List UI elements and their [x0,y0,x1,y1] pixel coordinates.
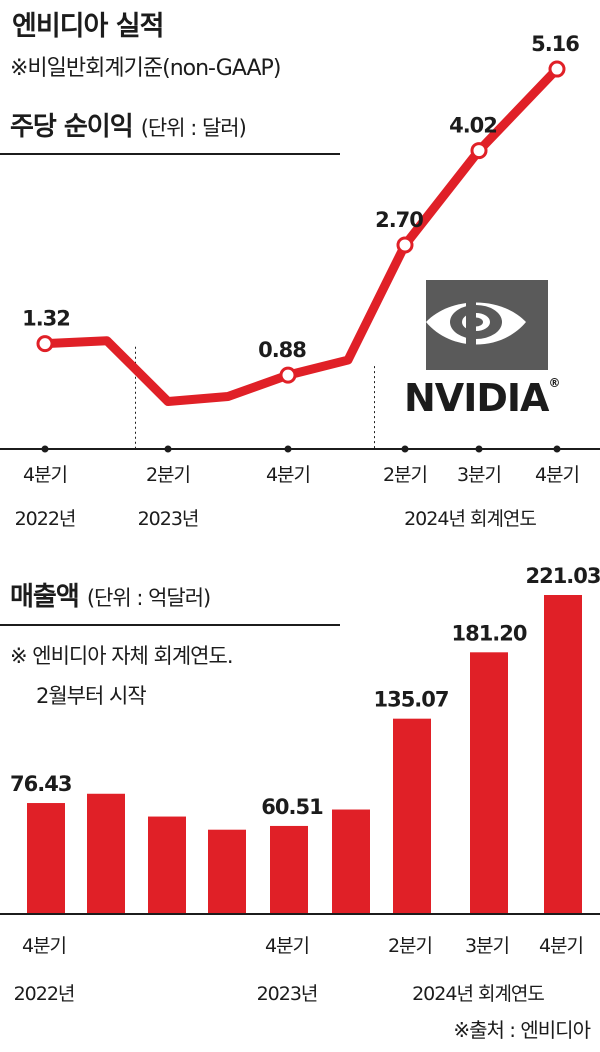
eps-tick-dot [401,445,409,453]
revenue-year-label: 2022년 [14,983,75,1005]
revenue-x-tick-label: 4분기 [539,935,583,957]
eps-heading-underline [0,153,340,155]
revenue-bar [332,809,370,913]
eps-tick-dot [475,445,483,453]
revenue-bar [544,595,582,913]
nvidia-eye-icon [426,280,548,370]
eps-year-label: 2022년 [15,508,76,530]
revenue-year-label: 2023년 [257,983,318,1005]
eps-x-tick-label: 4분기 [535,464,579,486]
revenue-section-title: 매출액 [10,582,80,612]
revenue-data-label: 135.07 [373,688,448,712]
eps-point-marker [396,236,414,254]
nvidia-wordmark-text: NVIDIA [404,376,549,420]
eps-tick-dot [41,445,49,453]
revenue-data-label: 76.43 [10,772,71,796]
revenue-bar [393,718,431,913]
revenue-x-tick-label: 4분기 [265,935,309,957]
eps-year-label: 2023년 [138,508,199,530]
revenue-x-tick-label: 4분기 [22,935,66,957]
revenue-bar [87,793,125,913]
revenue-unit-label: (단위 : 억달러) [86,586,211,610]
eps-tick-dot [553,445,561,453]
eps-data-label: 5.16 [531,32,579,56]
eps-x-tick-label: 4분기 [266,464,310,486]
revenue-bar [148,816,186,913]
eps-point-marker [548,60,566,78]
eps-unit-label: (단위 : 달러) [140,116,247,140]
eps-data-label: 0.88 [258,338,306,362]
nvidia-eye-mark [426,280,526,370]
revenue-x-tick-label: 2분기 [388,935,432,957]
revenue-heading-underline [0,624,340,626]
eps-point-marker [36,335,54,353]
nvidia-wordmark: NVIDIA® [404,376,560,420]
eps-data-label: 4.02 [449,114,497,138]
revenue-data-label: 60.51 [261,795,323,819]
eps-point-marker [279,366,297,384]
revenue-year-label: 2024년 회계연도 [412,983,544,1005]
revenue-data-label: 221.03 [525,564,600,588]
eps-x-tick-label: 2분기 [146,464,190,486]
eps-tick-dot [164,445,172,453]
eps-x-tick-label: 4분기 [23,464,67,486]
eps-tick-dot [284,445,292,453]
eps-data-label: 1.32 [22,307,70,331]
eps-x-tick-label: 3분기 [457,464,501,486]
revenue-section-heading: 매출액 (단위 : 억달러) [10,576,211,613]
revenue-bar [470,652,508,913]
revenue-bar [270,825,308,913]
eps-data-label: 2.70 [375,208,423,232]
revenue-bar [208,829,246,913]
revenue-x-tick-label: 3분기 [465,935,509,957]
fiscal-year-note-line-1: ※ 엔비디아 자체 회계연도. [10,644,233,668]
source-note: ※출처 : 엔비디아 [453,1018,591,1042]
chart-title: 엔비디아 실적 [12,11,164,42]
eps-year-label: 2024년 회계연도 [404,508,536,530]
eps-section-title: 주당 순이익 [10,112,134,142]
eps-x-tick-label: 2분기 [383,464,427,486]
registered-mark: ® [548,376,560,390]
eps-point-marker [470,142,488,160]
eps-section-heading: 주당 순이익 (단위 : 달러) [10,106,247,143]
fiscal-year-note-line-2: 2월부터 시작 [36,684,147,708]
revenue-bar [27,803,65,913]
chart-subtitle: ※비일반회계기준(non-GAAP) [10,56,281,81]
revenue-data-label: 181.20 [451,621,526,645]
